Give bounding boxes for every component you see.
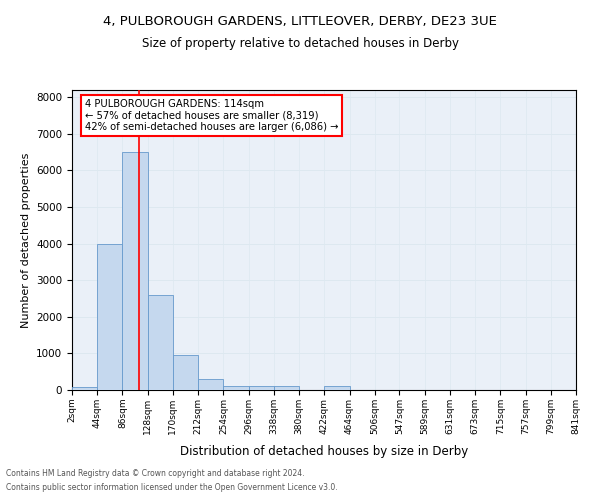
- Bar: [198, 378, 223, 390]
- Y-axis label: Number of detached properties: Number of detached properties: [20, 152, 31, 328]
- Bar: [223, 386, 248, 390]
- Text: Distribution of detached houses by size in Derby: Distribution of detached houses by size …: [180, 444, 468, 458]
- Text: 4, PULBOROUGH GARDENS, LITTLEOVER, DERBY, DE23 3UE: 4, PULBOROUGH GARDENS, LITTLEOVER, DERBY…: [103, 15, 497, 28]
- Text: Size of property relative to detached houses in Derby: Size of property relative to detached ho…: [142, 38, 458, 51]
- Bar: [97, 244, 122, 390]
- Bar: [122, 152, 148, 390]
- Text: Contains HM Land Registry data © Crown copyright and database right 2024.: Contains HM Land Registry data © Crown c…: [6, 468, 305, 477]
- Text: Contains public sector information licensed under the Open Government Licence v3: Contains public sector information licen…: [6, 484, 338, 492]
- Bar: [325, 386, 350, 390]
- Bar: [248, 386, 274, 390]
- Text: 4 PULBOROUGH GARDENS: 114sqm
← 57% of detached houses are smaller (8,319)
42% of: 4 PULBOROUGH GARDENS: 114sqm ← 57% of de…: [85, 99, 338, 132]
- Bar: [173, 355, 198, 390]
- Bar: [72, 387, 97, 390]
- Bar: [148, 295, 173, 390]
- Bar: [274, 386, 299, 390]
